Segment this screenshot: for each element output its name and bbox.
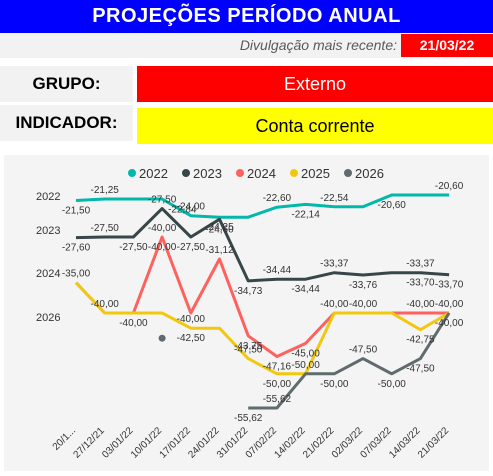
x-tick-label: 20/1...: [51, 425, 78, 452]
page-title: PROJEÇÕES PERÍODO ANUAL: [0, 0, 493, 33]
series-line-2026: [248, 312, 451, 410]
legend-label-2024: 2024: [247, 166, 276, 181]
data-label: -31,12: [205, 245, 234, 256]
data-label: -50,00: [291, 360, 320, 371]
line-chart-svg: 2022 2023 2024 2025 2026 2022 2023 2024 2026 -21,…: [36, 166, 464, 461]
data-label: -55,62: [263, 394, 292, 405]
data-label: -34,73: [234, 286, 263, 297]
data-label: -40,00: [148, 242, 177, 253]
legend-label-2026: 2026: [355, 166, 384, 181]
series-line-2024: [74, 235, 450, 358]
series-line-2022: [75, 193, 450, 219]
series-line-2025: [74, 281, 450, 376]
data-label: -47,50: [406, 364, 435, 375]
data-label: -22,14: [291, 209, 320, 220]
data-label: -27,50: [91, 223, 120, 234]
data-label: -43,75: [234, 341, 263, 352]
data-label: -22,84: [168, 205, 197, 216]
projection-chart: 2022 2023 2024 2025 2026 2022 2023 2024 2026 -21,…: [4, 155, 489, 471]
data-label: -40,00: [435, 318, 464, 329]
data-label: -22,60: [263, 193, 292, 204]
data-label: -50,00: [263, 379, 292, 390]
data-label: -47,16: [263, 362, 292, 373]
row-label-2023: 2023: [36, 225, 60, 237]
row-label-2026: 2026: [36, 312, 60, 324]
data-label: -27,50: [148, 195, 177, 206]
data-label: -33,70: [435, 280, 464, 291]
latest-release-label: Divulgação mais recente:: [239, 37, 397, 53]
latest-release-bar: Divulgação mais recente: 21/03/22: [0, 33, 493, 58]
legend-marker-2022: [128, 169, 136, 177]
data-label: -40,00: [177, 314, 206, 325]
series-point-2026: [158, 334, 166, 342]
data-label: -34,44: [263, 265, 292, 276]
data-label: -47,50: [234, 345, 263, 356]
data-label: -40,00: [349, 299, 378, 310]
data-label: -33,37: [406, 259, 435, 270]
data-label: -50,00: [320, 379, 349, 390]
group-selector[interactable]: Externo: [137, 66, 493, 102]
legend-label-2023: 2023: [193, 166, 222, 181]
row-label-2024: 2024: [36, 268, 60, 280]
data-label: -40,00: [406, 299, 435, 310]
data-label: -33,76: [349, 280, 378, 291]
legend-marker-2023: [182, 169, 190, 177]
group-label: GRUPO:: [0, 66, 133, 102]
legend-label-2025: 2025: [301, 166, 330, 181]
indicator-label: INDICADOR:: [0, 105, 133, 141]
data-label: -20,60: [435, 181, 464, 192]
data-label: -20,60: [378, 200, 407, 211]
data-label: -55,62: [234, 413, 263, 424]
x-tick-label: 21/03/22: [416, 425, 452, 461]
data-label: -21,50: [62, 205, 91, 216]
data-label: -40,00: [320, 299, 349, 310]
latest-release-date: 21/03/22: [401, 34, 493, 57]
data-label: -35,00: [62, 269, 91, 280]
data-label: -42,50: [177, 333, 206, 344]
legend-marker-2026: [344, 169, 352, 177]
data-label: -27,50: [119, 242, 148, 253]
data-label: -40,00: [435, 299, 464, 310]
data-label: -42,75: [406, 335, 435, 346]
legend-label-2022: 2022: [139, 166, 168, 181]
data-label: -24,00: [177, 202, 206, 213]
row-label-2022: 2022: [36, 191, 60, 203]
series-line-2023: [75, 207, 450, 283]
data-label: -45,00: [291, 348, 320, 359]
legend-marker-2024: [236, 169, 244, 177]
data-label: -34,44: [291, 284, 320, 295]
data-label: -22,54: [320, 193, 349, 204]
data-label: -33,37: [320, 259, 349, 270]
legend-marker-2025: [290, 169, 298, 177]
data-label: -40,00: [91, 299, 120, 310]
data-label: -24,60: [205, 224, 234, 235]
data-label: -27,50: [177, 242, 206, 253]
data-label: -40,00: [119, 318, 148, 329]
data-label: -50,00: [378, 379, 407, 390]
indicator-selector[interactable]: Conta corrente: [137, 108, 493, 144]
data-label: -24,25: [205, 222, 234, 233]
data-label: -21,25: [91, 185, 120, 196]
data-label: -27,60: [62, 243, 91, 254]
data-label: -47,50: [349, 345, 378, 356]
data-label: -40,00: [148, 223, 177, 234]
data-label: -33,70: [406, 278, 435, 289]
